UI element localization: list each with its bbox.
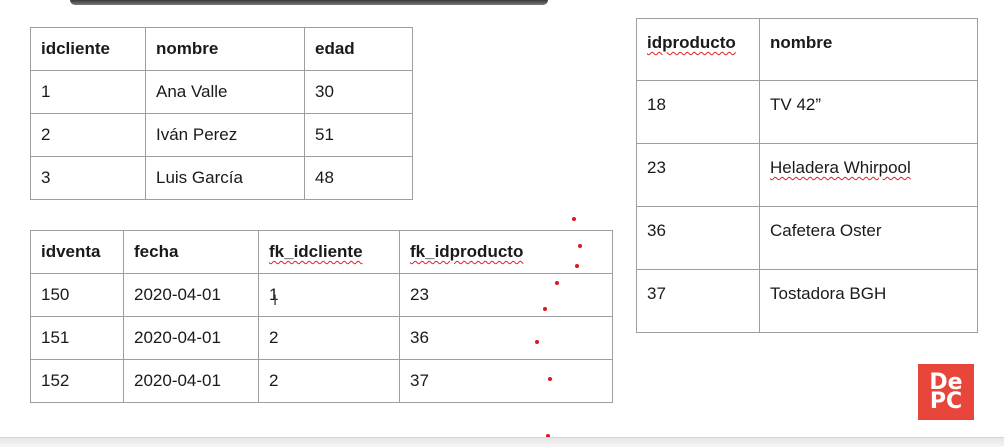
- table-cell: 36: [636, 206, 760, 270]
- column-header: nombre: [759, 18, 978, 81]
- column-header-label: fk_idcliente: [269, 242, 363, 261]
- table-header-row: idproducto nombre: [636, 18, 978, 81]
- top-edge-bar: [70, 0, 548, 5]
- table-cell: 151: [30, 316, 124, 360]
- table-row: 23 Heladera Whirpool: [636, 143, 978, 207]
- table-cell: TV 42”: [759, 80, 978, 144]
- logo-line: PC: [929, 389, 963, 414]
- column-header: idcliente: [30, 27, 146, 71]
- table-cell: 48: [304, 156, 413, 200]
- column-header: fk_idproducto: [399, 230, 613, 274]
- table-cell: Luis García: [145, 156, 305, 200]
- table-cell: 3: [30, 156, 146, 200]
- table-row: 3 Luis García 48: [30, 156, 413, 200]
- text-cursor-icon: I: [273, 293, 278, 309]
- table-cell: 51: [304, 113, 413, 157]
- table-row: 151 2020-04-01 2 36: [30, 316, 613, 360]
- logo-line: De: [929, 370, 963, 395]
- table-cell: Ana Valle: [145, 70, 305, 114]
- table-row: 18 TV 42”: [636, 80, 978, 144]
- column-header-label: idproducto: [647, 33, 736, 52]
- table-cell: 18: [636, 80, 760, 144]
- annotation-dot: [543, 307, 547, 311]
- table-row: 37 Tostadora BGH: [636, 269, 978, 333]
- annotation-dot: [535, 340, 539, 344]
- table-row: 2 Iván Perez 51: [30, 113, 413, 157]
- table-cell: 23: [399, 273, 613, 317]
- table-cell: 2020-04-01: [123, 359, 259, 403]
- table-cell: Tostadora BGH: [759, 269, 978, 333]
- table-cell: 2: [258, 359, 400, 403]
- table-row: 1 Ana Valle 30: [30, 70, 413, 114]
- table-cell: 152: [30, 359, 124, 403]
- table-cell: 2: [30, 113, 146, 157]
- depc-logo: De PC: [918, 364, 974, 420]
- table-cell: 2020-04-01: [123, 273, 259, 317]
- productos-table: idproducto nombre 18 TV 42” 23 Heladera …: [636, 18, 978, 333]
- column-header: nombre: [145, 27, 305, 71]
- table-cell: 150: [30, 273, 124, 317]
- annotation-dot: [555, 281, 559, 285]
- table-header-row: idventa fecha fk_idcliente fk_idproducto: [30, 230, 613, 274]
- table-cell: 2020-04-01: [123, 316, 259, 360]
- annotation-dot: [578, 244, 582, 248]
- column-header: idventa: [30, 230, 124, 274]
- table-cell: Iván Perez: [145, 113, 305, 157]
- table-cell: 2: [258, 316, 400, 360]
- table-row: 150 2020-04-01 1 23: [30, 273, 613, 317]
- column-header: fk_idcliente: [258, 230, 400, 274]
- bottom-edge-bar: [0, 437, 1004, 447]
- annotation-dot: [548, 377, 552, 381]
- table-header-row: idcliente nombre edad: [30, 27, 413, 71]
- column-header: fecha: [123, 230, 259, 274]
- annotation-dot: [575, 264, 579, 268]
- table-cell[interactable]: 1: [258, 273, 400, 317]
- table-cell: 37: [636, 269, 760, 333]
- annotation-dot: [572, 217, 576, 221]
- column-header: idproducto: [636, 18, 760, 81]
- column-header-label: fk_idproducto: [410, 242, 524, 261]
- table-cell: Cafetera Oster: [759, 206, 978, 270]
- ventas-table: idventa fecha fk_idcliente fk_idproducto…: [30, 230, 613, 403]
- annotation-dot: [546, 434, 550, 438]
- column-header: edad: [304, 27, 413, 71]
- clientes-table: idcliente nombre edad 1 Ana Valle 30 2 I…: [30, 27, 413, 200]
- table-row: 152 2020-04-01 2 37: [30, 359, 613, 403]
- table-cell: 37: [399, 359, 613, 403]
- table-row: 36 Cafetera Oster: [636, 206, 978, 270]
- table-cell-text: Heladera Whirpool: [770, 158, 911, 177]
- table-cell: 23: [636, 143, 760, 207]
- table-cell: 30: [304, 70, 413, 114]
- table-cell: 36: [399, 316, 613, 360]
- table-cell: 1: [30, 70, 146, 114]
- table-cell: Heladera Whirpool: [759, 143, 978, 207]
